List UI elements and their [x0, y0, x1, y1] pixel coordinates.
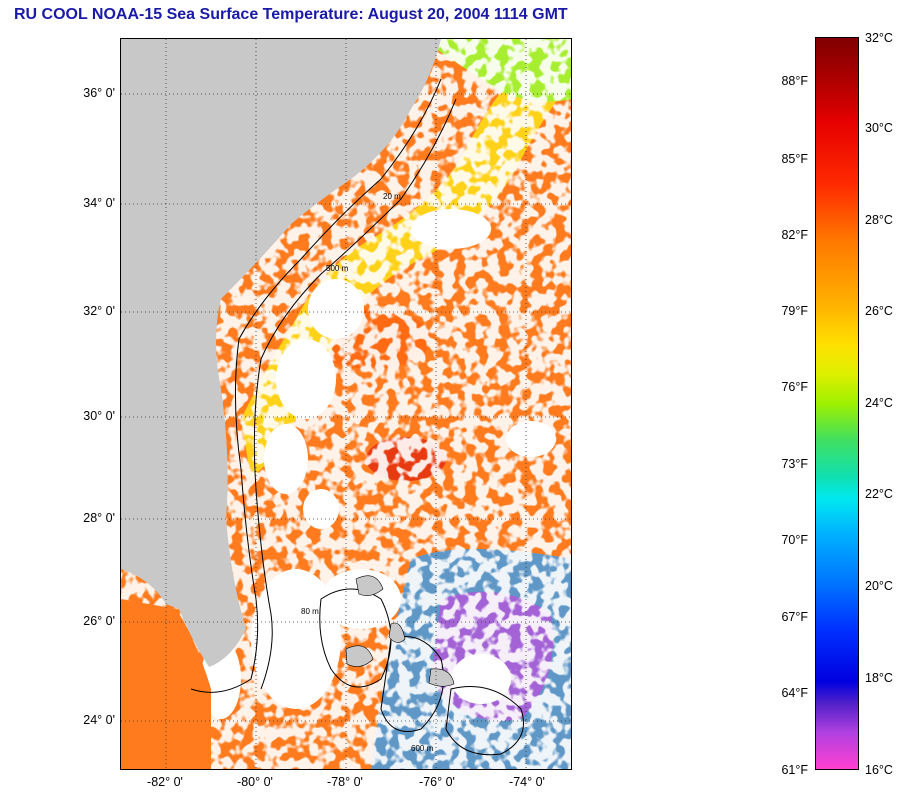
- isobath-label-80m: 80 m: [301, 607, 319, 616]
- lat-label-26: 26° 0': [83, 614, 115, 628]
- lon-label-80: -80° 0': [237, 775, 273, 789]
- f-label-64: 64°F: [781, 686, 808, 700]
- c-label-22: 22°C: [865, 487, 893, 501]
- c-label-24: 24°C: [865, 396, 893, 410]
- isobath-label-500m: 500 m: [326, 264, 349, 273]
- lon-label-82: -82° 0': [147, 775, 183, 789]
- f-label-70: 70°F: [781, 533, 808, 547]
- f-label-85: 85°F: [781, 152, 808, 166]
- lon-label-76: -76° 0': [419, 775, 455, 789]
- isobath-label-600m: 600 m: [411, 744, 434, 753]
- c-label-20: 20°C: [865, 579, 893, 593]
- f-label-88: 88°F: [781, 74, 808, 88]
- temperature-colorbar: [815, 37, 859, 770]
- lat-label-34: 34° 0': [83, 196, 115, 210]
- lat-label-28: 28° 0': [83, 511, 115, 525]
- f-label-76: 76°F: [781, 380, 808, 394]
- lat-label-30: 30° 0': [83, 409, 115, 423]
- c-label-32: 32°C: [865, 31, 893, 45]
- isobath-label-20m: 20 m: [383, 192, 401, 201]
- lat-label-24: 24° 0': [83, 713, 115, 727]
- graticule: [121, 39, 571, 769]
- landmass-southeast-us: [121, 39, 441, 667]
- c-label-28: 28°C: [865, 213, 893, 227]
- sst-map: 20 m 500 m 80 m 600 m: [120, 38, 572, 770]
- c-label-30: 30°C: [865, 121, 893, 135]
- lon-label-74: -74° 0': [509, 775, 545, 789]
- map-title: RU COOL NOAA-15 Sea Surface Temperature:…: [14, 6, 568, 23]
- lat-label-36: 36° 0': [83, 86, 115, 100]
- f-label-73: 73°F: [781, 457, 808, 471]
- f-label-79: 79°F: [781, 304, 808, 318]
- c-label-26: 26°C: [865, 304, 893, 318]
- c-label-16: 16°C: [865, 763, 893, 777]
- c-label-18: 18°C: [865, 671, 893, 685]
- lat-label-32: 32° 0': [83, 304, 115, 318]
- sst-map-canvas: 20 m 500 m 80 m 600 m: [121, 39, 571, 769]
- f-label-61: 61°F: [781, 763, 808, 777]
- f-label-82: 82°F: [781, 228, 808, 242]
- lon-label-78: -78° 0': [327, 775, 363, 789]
- bahamas-islands: [345, 575, 455, 687]
- f-label-67: 67°F: [781, 610, 808, 624]
